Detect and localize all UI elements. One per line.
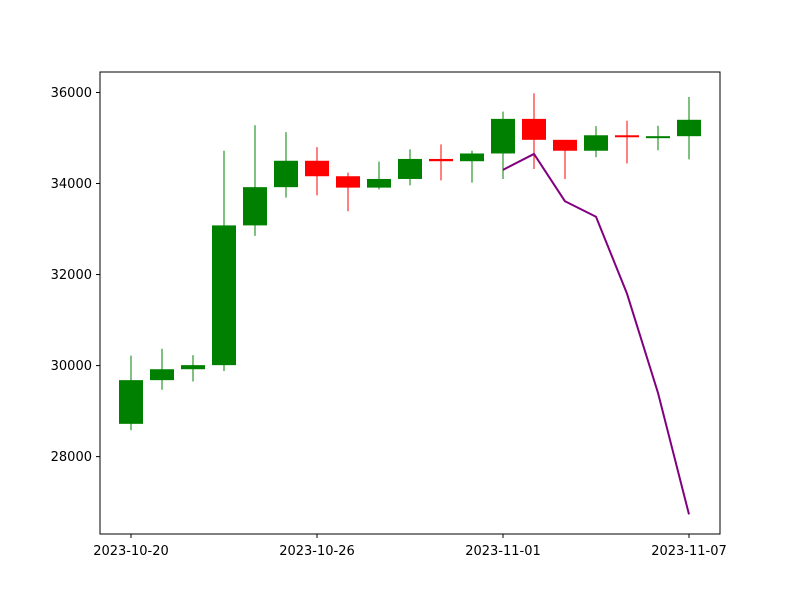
candle-body <box>212 225 236 366</box>
axes: 28000 30000 32000 34000 36000 2023-10-20 2023-… <box>51 71 727 559</box>
candle-body <box>119 380 143 424</box>
candle-body <box>646 136 670 139</box>
candle-body <box>336 176 360 188</box>
candle <box>522 93 546 169</box>
y-tick-label: 28000 <box>51 450 92 465</box>
candle-body <box>243 187 267 226</box>
candle <box>212 150 236 372</box>
candle-body <box>553 139 577 151</box>
candle <box>553 139 577 179</box>
candle <box>274 132 298 198</box>
candle-body <box>460 153 484 162</box>
plot-marks <box>119 93 701 515</box>
candle-body <box>584 135 608 151</box>
candle-body <box>522 118 546 140</box>
y-tick-label: 30000 <box>51 359 92 374</box>
candle <box>181 355 205 382</box>
y-tick-label: 36000 <box>51 86 92 101</box>
x-tick-label: 2023-10-20 <box>93 544 169 559</box>
candle <box>491 111 515 179</box>
candle-body <box>398 158 422 179</box>
candle <box>429 144 453 181</box>
x-tick-label: 2023-11-07 <box>651 544 727 559</box>
candle-body <box>305 160 329 177</box>
candle <box>119 355 143 431</box>
candle-body <box>677 119 701 137</box>
candle <box>460 150 484 183</box>
candle-body <box>615 135 639 138</box>
plot-frame <box>99 71 721 535</box>
candle <box>646 125 670 151</box>
x-tick-label: 2023-11-01 <box>465 544 541 559</box>
line-series <box>502 152 690 515</box>
candle <box>243 125 267 236</box>
candle <box>336 172 360 212</box>
candle <box>677 97 701 160</box>
candle-body <box>274 160 298 188</box>
candle <box>584 126 608 158</box>
candle <box>367 161 391 190</box>
candle-body <box>150 369 174 381</box>
candle <box>305 147 329 196</box>
candle <box>398 149 422 186</box>
candle <box>150 348 174 390</box>
candle <box>615 120 639 164</box>
candle-body <box>367 178 391 188</box>
candle-body <box>181 365 205 370</box>
candle-body <box>429 158 453 162</box>
x-tick-label: 2023-10-26 <box>279 544 355 559</box>
y-tick-label: 34000 <box>51 177 92 192</box>
candle-body <box>491 118 515 154</box>
y-tick-label: 32000 <box>51 268 92 283</box>
